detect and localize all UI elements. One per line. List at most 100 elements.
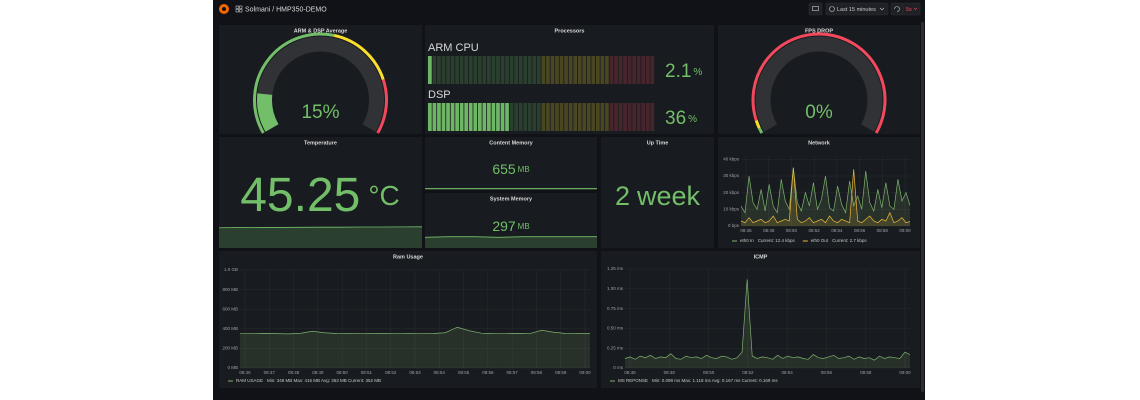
y-tick-label: 1.25 ms bbox=[607, 266, 624, 271]
legend-name: RAM USAGE bbox=[236, 378, 263, 383]
bar-cell bbox=[527, 103, 532, 131]
refresh-interval[interactable] bbox=[902, 2, 921, 16]
bar-cell bbox=[645, 56, 650, 84]
bar-cell bbox=[586, 56, 591, 84]
gauge-threshold bbox=[376, 79, 388, 134]
dashboard-icon[interactable] bbox=[235, 5, 243, 13]
gauge-threshold bbox=[757, 127, 764, 134]
sparkline-area bbox=[219, 226, 422, 248]
panel-title: Network bbox=[808, 140, 831, 146]
y-tick-label: 0 bps bbox=[728, 223, 740, 228]
x-tick-label: 08:57 bbox=[507, 370, 519, 375]
bar-cell bbox=[477, 56, 482, 84]
bar-cell bbox=[595, 103, 600, 131]
panel-title: Ram Usage bbox=[393, 254, 423, 260]
bar-cell bbox=[641, 103, 646, 131]
bar-cell bbox=[609, 56, 614, 84]
refresh-interval-text[interactable]: 5s bbox=[906, 7, 912, 13]
bar-cell bbox=[518, 103, 523, 131]
bar-cell bbox=[450, 103, 455, 131]
bar-cell bbox=[623, 103, 627, 131]
bar-cell bbox=[555, 56, 559, 84]
bar-cell bbox=[441, 56, 446, 84]
gauge-value: 0% bbox=[805, 102, 833, 123]
bar-cell bbox=[437, 56, 441, 84]
gauge-value-arc bbox=[257, 93, 279, 132]
bar-cell bbox=[546, 56, 550, 84]
breadcrumb[interactable]: Solmani / HMP350-DEMO bbox=[245, 6, 327, 13]
bar-cell bbox=[487, 103, 491, 131]
caret bbox=[879, 7, 885, 11]
y-tick-label: 600 MB bbox=[222, 306, 238, 311]
stat-unit: week bbox=[636, 181, 701, 211]
panel-title: ICMP bbox=[754, 254, 768, 260]
bar-cell bbox=[555, 103, 559, 131]
x-tick-label: 08:56 bbox=[854, 228, 866, 233]
x-tick-label: 08:54 bbox=[831, 228, 843, 233]
bar-cell bbox=[564, 56, 568, 84]
series-area bbox=[741, 167, 910, 226]
y-tick-label: 0 ms bbox=[613, 365, 624, 370]
stat-unit: MB bbox=[518, 165, 530, 174]
x-tick-label: 08:52 bbox=[742, 370, 754, 375]
bar-cell bbox=[487, 56, 491, 84]
bar-cell bbox=[550, 56, 555, 84]
gauge-track bbox=[755, 36, 883, 132]
bar-cell bbox=[627, 56, 632, 84]
bar-cell bbox=[641, 56, 646, 84]
stat-value: 297 MB bbox=[492, 218, 529, 234]
y-tick-label: 10 kbps bbox=[723, 207, 740, 212]
y-tick-label: 1.00 ms bbox=[607, 286, 624, 291]
bar-cell bbox=[614, 103, 618, 131]
bar-cell bbox=[459, 56, 464, 84]
stat-number: 45.25 bbox=[240, 169, 360, 222]
y-tick-label: 800 MB bbox=[222, 287, 238, 292]
panel bbox=[219, 137, 422, 248]
bar-cell bbox=[541, 103, 546, 131]
bar-cell bbox=[632, 56, 637, 84]
time-picker[interactable] bbox=[825, 2, 889, 16]
x-tick-label: 08:52 bbox=[809, 228, 821, 233]
bar-cell bbox=[627, 103, 632, 131]
bar-cell bbox=[477, 103, 482, 131]
time-range[interactable]: Last 15 minutes bbox=[837, 7, 876, 13]
x-tick-label: 08:48 bbox=[763, 228, 775, 233]
y-tick-label: 200 MB bbox=[222, 346, 238, 351]
bar-gauge-unit: % bbox=[688, 114, 697, 125]
series-line bbox=[624, 279, 911, 361]
x-tick-label: 08:46 bbox=[740, 228, 752, 233]
x-tick-label: 08:56 bbox=[821, 370, 833, 375]
bar-gauge-number: 36 bbox=[665, 108, 686, 129]
stat-unit: MB bbox=[518, 222, 530, 231]
tv-mode-button[interactable] bbox=[808, 2, 823, 16]
sparkline-area bbox=[425, 236, 597, 248]
bar-gauge-value-text: 2.1% bbox=[665, 61, 702, 82]
bar-cell bbox=[496, 103, 500, 131]
panel bbox=[601, 137, 714, 248]
bar-cell bbox=[568, 103, 573, 131]
x-tick-label: 09:00 bbox=[899, 370, 911, 375]
bar-cell bbox=[632, 103, 637, 131]
bar-cell bbox=[468, 103, 473, 131]
bar-cell bbox=[586, 103, 591, 131]
stat-value: 45.25 °C bbox=[240, 169, 400, 222]
series-area bbox=[625, 279, 910, 368]
bar-gauge-value bbox=[428, 103, 509, 131]
bar-cell bbox=[446, 56, 450, 84]
gauge-threshold bbox=[754, 119, 761, 129]
bar-gauge-label: ARM CPU bbox=[428, 42, 479, 54]
y-tick-label: 20 kbps bbox=[723, 190, 740, 195]
y-tick-label: 0.75 ms bbox=[607, 306, 624, 311]
bar-cell bbox=[509, 56, 514, 84]
x-tick-label: 08:50 bbox=[337, 370, 349, 375]
bar-cell bbox=[532, 103, 537, 131]
gauge-threshold bbox=[751, 32, 887, 134]
bar-cell bbox=[432, 56, 437, 84]
bar-cell bbox=[505, 56, 509, 84]
bar-cell bbox=[441, 103, 446, 131]
bar-cell bbox=[496, 56, 500, 84]
x-tick-label: 09:00 bbox=[579, 370, 591, 375]
refresh-button[interactable] bbox=[890, 2, 904, 16]
bar-cell bbox=[509, 103, 514, 131]
